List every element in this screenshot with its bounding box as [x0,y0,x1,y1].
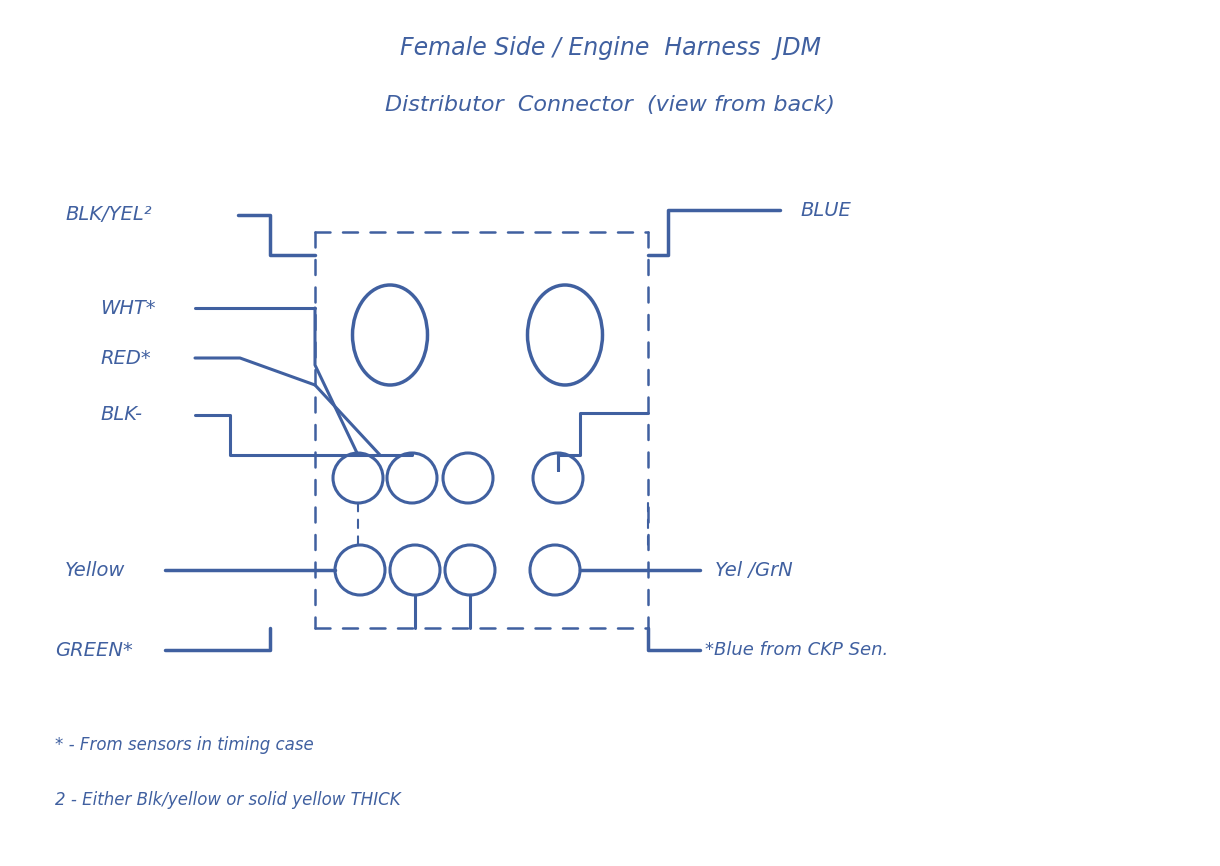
Text: Yellow: Yellow [65,560,126,579]
Text: *Blue from CKP Sen.: *Blue from CKP Sen. [705,641,888,659]
Text: WHT*: WHT* [100,299,155,318]
Text: BLUE: BLUE [800,201,850,219]
Text: * - From sensors in timing case: * - From sensors in timing case [55,736,314,754]
Text: BLK-: BLK- [100,405,142,424]
Text: BLK/YEL²: BLK/YEL² [65,205,151,224]
Text: 2 - Either Blk/yellow or solid yellow THICK: 2 - Either Blk/yellow or solid yellow TH… [55,791,400,809]
Text: RED*: RED* [100,348,150,367]
Text: GREEN*: GREEN* [55,641,133,660]
Text: Female Side / Engine  Harness  JDM: Female Side / Engine Harness JDM [399,36,821,60]
Text: Distributor  Connector  (view from back): Distributor Connector (view from back) [386,95,834,115]
Text: Yel /GrN: Yel /GrN [715,560,793,579]
